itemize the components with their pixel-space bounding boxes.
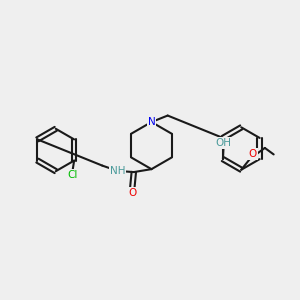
Text: OH: OH: [215, 138, 232, 148]
Text: Cl: Cl: [68, 170, 78, 180]
Text: N: N: [148, 117, 155, 127]
Text: O: O: [248, 149, 256, 159]
Text: NH: NH: [110, 166, 125, 176]
Text: O: O: [128, 188, 136, 198]
